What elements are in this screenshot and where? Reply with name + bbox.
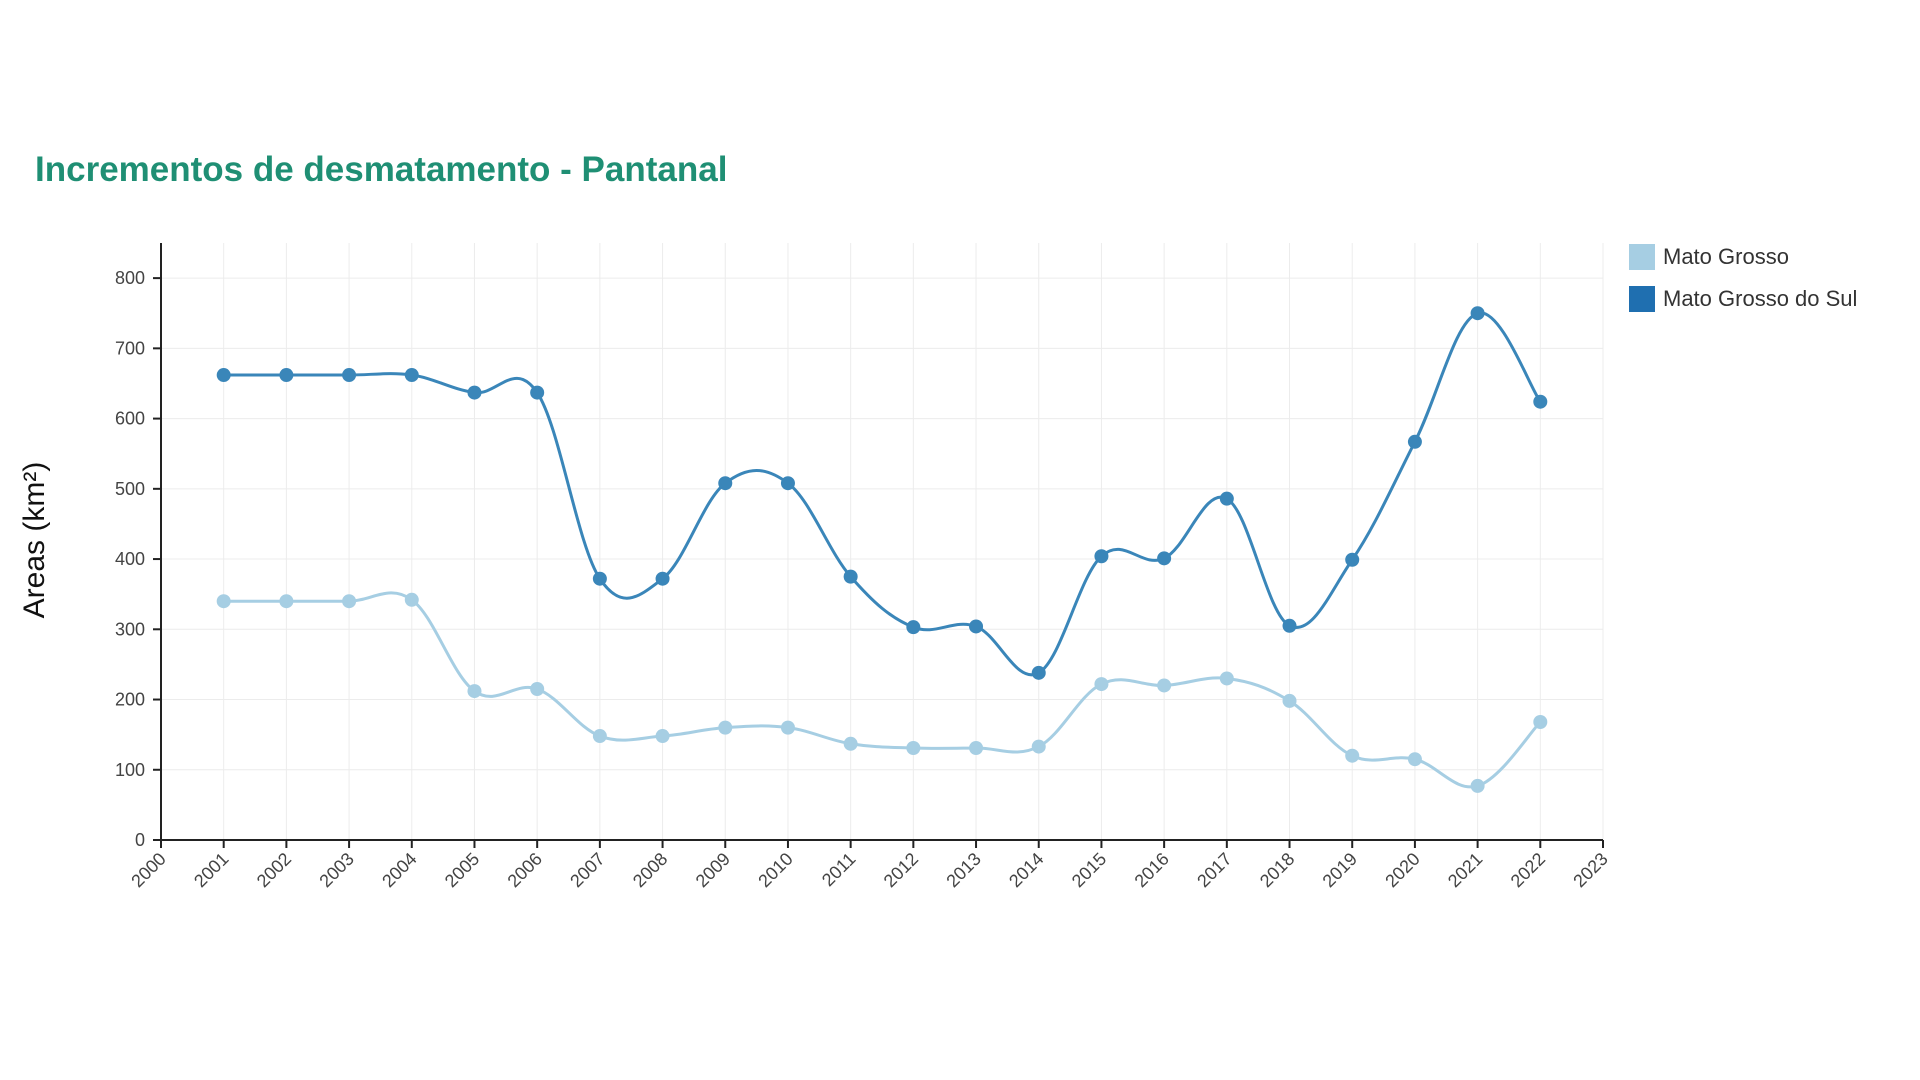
x-tick-label: 2005 xyxy=(441,849,483,891)
data-point[interactable] xyxy=(1219,491,1234,506)
x-tick-label: 2014 xyxy=(1005,849,1047,891)
y-tick-label: 600 xyxy=(115,409,145,429)
y-axis-label: Areas (km²) xyxy=(18,462,51,619)
data-point[interactable] xyxy=(655,729,670,744)
y-tick-label: 800 xyxy=(115,268,145,288)
legend-label: Mato Grosso xyxy=(1663,244,1789,269)
data-point[interactable] xyxy=(1031,665,1046,680)
x-tick-label: 2002 xyxy=(253,849,295,891)
data-point[interactable] xyxy=(592,571,607,586)
y-tick-label: 700 xyxy=(115,338,145,358)
x-tick-label: 2003 xyxy=(315,849,357,891)
x-tick-label: 2001 xyxy=(190,849,232,891)
x-tick-label: 2019 xyxy=(1319,849,1361,891)
x-tick-label: 2008 xyxy=(629,849,671,891)
legend-swatch-mato-grosso-do-sul xyxy=(1629,286,1655,312)
data-point[interactable] xyxy=(1094,549,1109,564)
y-tick-label: 200 xyxy=(115,690,145,710)
data-point[interactable] xyxy=(718,720,733,735)
data-point[interactable] xyxy=(467,684,482,699)
x-tick-label: 2006 xyxy=(504,849,546,891)
data-point[interactable] xyxy=(1219,671,1234,686)
chart-title: Incrementos de desmatamento - Pantanal xyxy=(35,150,728,189)
data-point[interactable] xyxy=(404,368,419,383)
data-point[interactable] xyxy=(780,720,795,735)
x-tick-label: 2000 xyxy=(127,849,169,891)
x-tick-label: 2007 xyxy=(566,849,608,891)
data-point[interactable] xyxy=(969,619,984,634)
data-point[interactable] xyxy=(843,736,858,751)
y-tick-label: 300 xyxy=(115,619,145,639)
x-tick-label: 2009 xyxy=(692,849,734,891)
x-tick-label: 2012 xyxy=(880,849,922,891)
data-point[interactable] xyxy=(1345,552,1360,567)
data-point[interactable] xyxy=(279,368,294,383)
data-point[interactable] xyxy=(342,594,357,609)
data-point[interactable] xyxy=(655,571,670,586)
x-tick-label: 2020 xyxy=(1381,849,1423,891)
data-point[interactable] xyxy=(1282,693,1297,708)
data-point[interactable] xyxy=(530,385,545,400)
data-point[interactable] xyxy=(216,594,231,609)
data-point[interactable] xyxy=(1470,306,1485,321)
data-point[interactable] xyxy=(530,681,545,696)
data-point[interactable] xyxy=(780,476,795,491)
legend: Mato Grosso Mato Grosso do Sul xyxy=(1629,236,1857,320)
x-tick-label: 2023 xyxy=(1569,849,1611,891)
x-tick-label: 2013 xyxy=(942,849,984,891)
data-point[interactable] xyxy=(906,620,921,635)
data-point[interactable] xyxy=(1470,778,1485,793)
data-point[interactable] xyxy=(1407,434,1422,449)
x-tick-label: 2017 xyxy=(1193,849,1235,891)
x-tick-label: 2015 xyxy=(1068,849,1110,891)
data-point[interactable] xyxy=(216,368,231,383)
y-tick-label: 500 xyxy=(115,479,145,499)
legend-swatch-mato-grosso xyxy=(1629,244,1655,270)
series-line-mato-grosso-do-sul xyxy=(223,311,1542,677)
legend-label: Mato Grosso do Sul xyxy=(1663,286,1858,311)
data-point[interactable] xyxy=(342,368,357,383)
data-point[interactable] xyxy=(906,740,921,755)
data-point[interactable] xyxy=(1157,678,1172,693)
data-point[interactable] xyxy=(1031,739,1046,754)
data-point[interactable] xyxy=(969,740,984,755)
data-point[interactable] xyxy=(404,592,419,607)
grid xyxy=(161,243,1604,840)
data-point[interactable] xyxy=(467,385,482,400)
data-point[interactable] xyxy=(1282,618,1297,633)
series-line-mato-grosso xyxy=(223,591,1542,789)
data-point[interactable] xyxy=(718,476,733,491)
data-point[interactable] xyxy=(592,729,607,744)
data-point[interactable] xyxy=(843,569,858,584)
data-point[interactable] xyxy=(1533,394,1548,409)
y-tick-label: 0 xyxy=(135,830,145,850)
x-tick-label: 2021 xyxy=(1444,849,1486,891)
x-tick-label: 2022 xyxy=(1507,849,1549,891)
x-tick-label: 2004 xyxy=(378,849,420,891)
x-tick-label: 2018 xyxy=(1256,849,1298,891)
series xyxy=(216,306,1548,793)
y-tick-label: 400 xyxy=(115,549,145,569)
data-point[interactable] xyxy=(1533,715,1548,730)
x-tick-label: 2011 xyxy=(818,849,860,891)
data-point[interactable] xyxy=(1157,551,1172,566)
data-point[interactable] xyxy=(1345,748,1360,763)
data-point[interactable] xyxy=(1094,677,1109,692)
data-point[interactable] xyxy=(279,594,294,609)
axes: 2000 2001 2002 2003 2004 2005 2006 2007 2008 2009… xyxy=(115,243,1612,891)
y-tick-label: 100 xyxy=(115,760,145,780)
x-tick-label: 2010 xyxy=(754,849,796,891)
legend-item-mato-grosso[interactable]: Mato Grosso xyxy=(1629,236,1857,278)
data-point[interactable] xyxy=(1407,752,1422,767)
legend-item-mato-grosso-do-sul[interactable]: Mato Grosso do Sul xyxy=(1629,278,1857,320)
x-tick-label: 2016 xyxy=(1130,849,1172,891)
